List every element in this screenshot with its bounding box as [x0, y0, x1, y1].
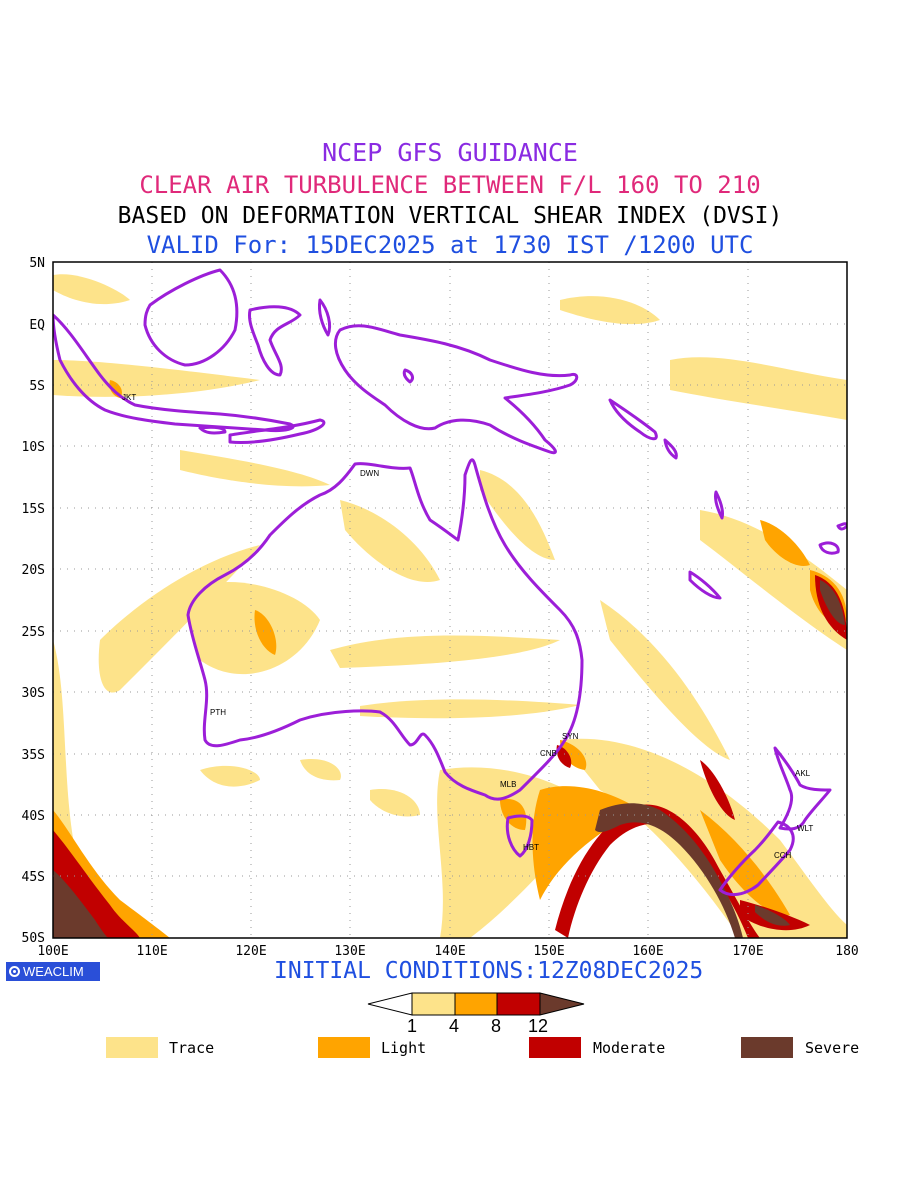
title-valid-time: VALID For: 15DEC2025 at 1730 IST /1200 U… — [146, 231, 754, 259]
colorbar-max-arrow — [539, 992, 585, 1016]
title-method: BASED ON DEFORMATION VERTICAL SHEAR INDE… — [117, 203, 783, 229]
lat-label: EQ — [29, 318, 45, 333]
city-jkt: JKT — [122, 393, 136, 402]
latitude-labels: 5N EQ 5S 10S 15S 20S 25S 30S 35S 40S 45S… — [22, 256, 46, 946]
colorbar — [367, 992, 585, 1016]
logo-text: WEACLIM — [23, 964, 84, 979]
colorbar-min-arrow — [367, 992, 413, 1016]
city-hbt: HBT — [523, 843, 539, 852]
city-pth: PTH — [210, 708, 226, 717]
city-labels: JKT DWN PTH SYN CNB MLB HBT AKL WLT CCH — [122, 393, 813, 860]
longitude-labels: 100E 110E 120E 130E 140E 150E 160E 170E … — [37, 944, 858, 959]
colorbar-moderate — [496, 992, 541, 1016]
legend-swatch-severe — [741, 1037, 793, 1058]
legend-label-moderate: Moderate — [593, 1039, 666, 1057]
city-mlb: MLB — [500, 780, 516, 789]
city-cnb: CNB — [540, 749, 557, 758]
title-model: NCEP GFS GUIDANCE — [322, 138, 578, 167]
lat-label: 25S — [22, 625, 45, 640]
lon-label: 180 — [835, 944, 858, 959]
legend-swatch-trace — [106, 1037, 158, 1058]
colorbar-trace — [411, 992, 456, 1016]
lon-label: 120E — [235, 944, 266, 959]
colorbar-tick: 8 — [491, 1016, 502, 1036]
lat-label: 40S — [22, 809, 45, 824]
lon-label: 110E — [136, 944, 167, 959]
colorbar-light — [454, 992, 498, 1016]
title-product: CLEAR AIR TURBULENCE BETWEEN F/L 160 TO … — [139, 171, 761, 199]
lat-label: 15S — [22, 502, 45, 517]
city-akl: AKL — [795, 769, 811, 778]
city-cch: CCH — [774, 851, 792, 860]
legend-label-severe: Severe — [805, 1039, 860, 1057]
lon-label: 130E — [334, 944, 365, 959]
lat-label: 35S — [22, 748, 45, 763]
lat-label: 45S — [22, 870, 45, 885]
legend-label-light: Light — [381, 1039, 427, 1057]
lat-label: 10S — [22, 440, 45, 455]
turbulence-layer — [53, 274, 847, 938]
colorbar-tick: 12 — [528, 1016, 549, 1036]
lat-label: 50S — [22, 931, 45, 946]
initial-conditions: INITIAL CONDITIONS:12Z08DEC2025 — [274, 958, 704, 984]
city-syn: SYN — [562, 732, 579, 741]
lat-label: 5N — [29, 256, 45, 271]
city-dwn: DWN — [360, 469, 379, 478]
copyright-icon — [9, 966, 20, 977]
lon-label: 160E — [632, 944, 663, 959]
lon-label: 100E — [37, 944, 68, 959]
lat-label: 20S — [22, 563, 45, 578]
colorbar-tick: 1 — [407, 1016, 418, 1036]
lon-label: 140E — [434, 944, 465, 959]
legend-swatch-moderate — [529, 1037, 581, 1058]
colorbar-tick: 4 — [449, 1016, 460, 1036]
lat-label: 30S — [22, 686, 45, 701]
city-wlt: WLT — [797, 824, 813, 833]
weaclim-logo: WEACLIM — [6, 962, 100, 981]
legend-label-trace: Trace — [169, 1039, 215, 1057]
lon-label: 170E — [732, 944, 763, 959]
coastlines — [53, 268, 847, 897]
map-frame — [52, 261, 848, 939]
lat-label: 5S — [29, 379, 45, 394]
lon-label: 150E — [533, 944, 564, 959]
legend-swatch-light — [318, 1037, 370, 1058]
